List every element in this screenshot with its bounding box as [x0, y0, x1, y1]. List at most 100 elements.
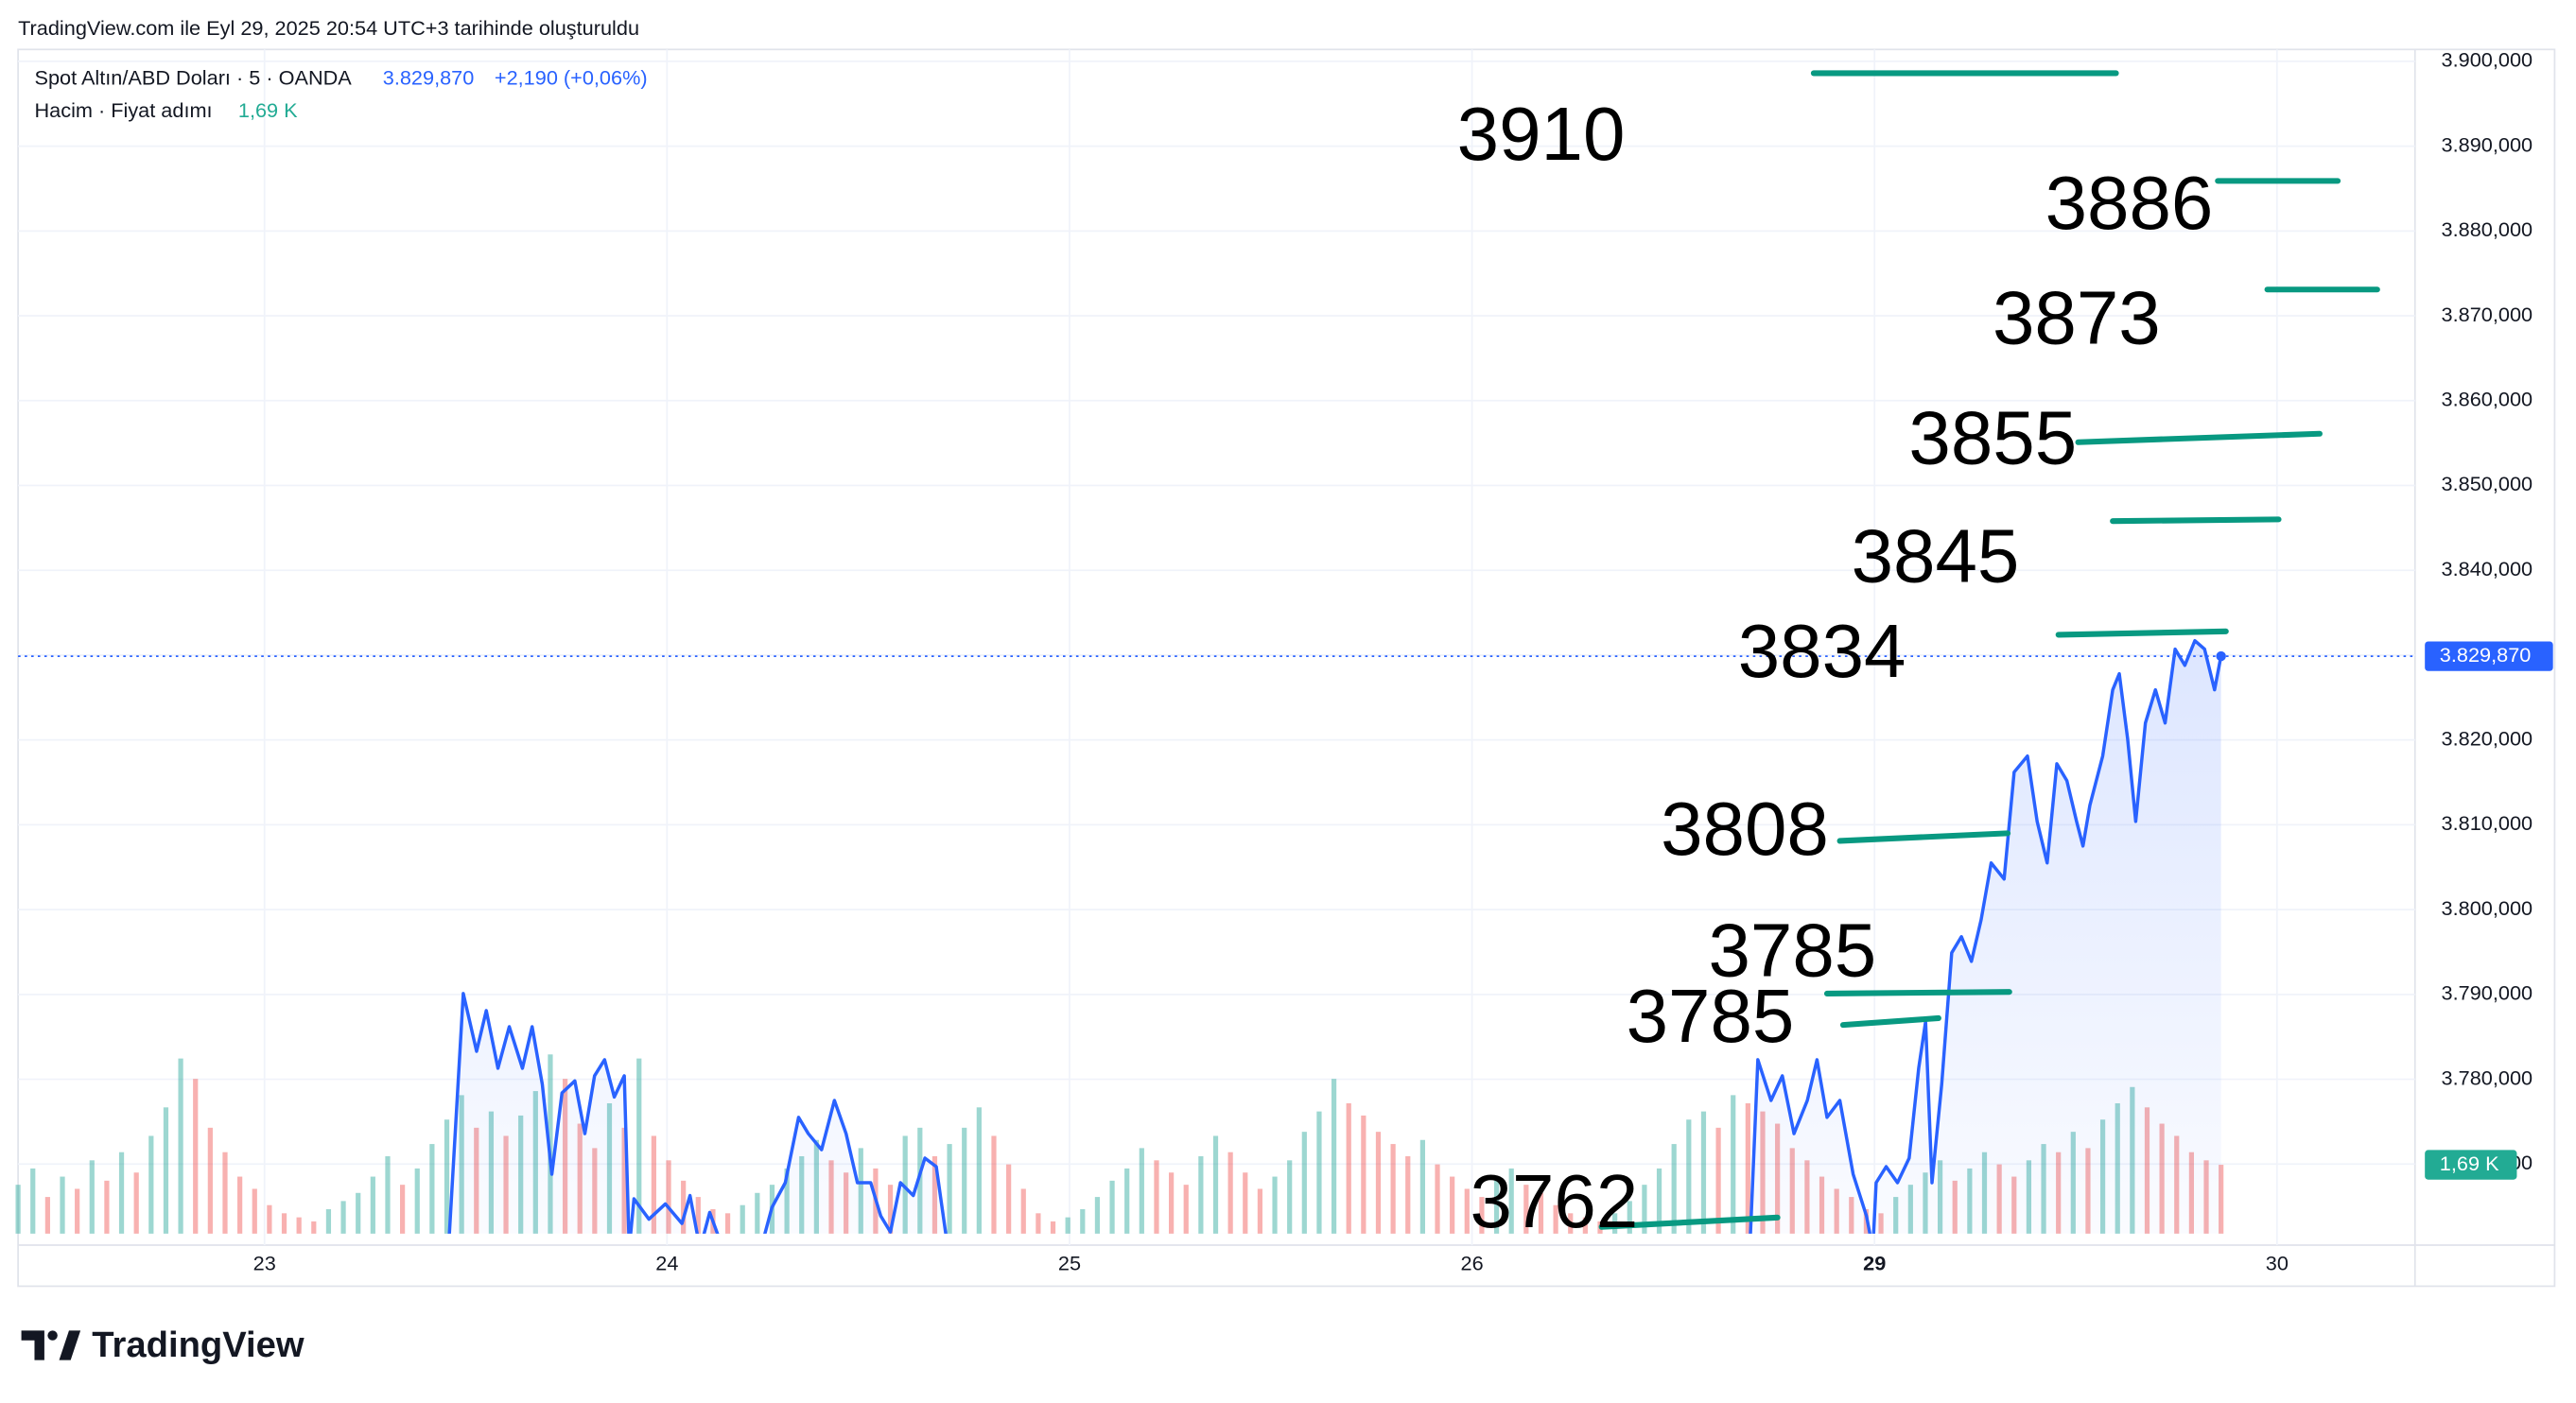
- annotation-line: [2055, 628, 2229, 638]
- volume-bar: [1243, 1172, 1248, 1234]
- logo-mark: [47, 1330, 58, 1341]
- volume-bar: [163, 1107, 169, 1234]
- y-tick-label: 3.860,000: [2442, 388, 2533, 411]
- volume-bar: [1538, 1192, 1544, 1234]
- y-tick-label: 3.870,000: [2442, 303, 2533, 326]
- x-tick-label: 23: [253, 1252, 276, 1275]
- volume-bar: [356, 1192, 361, 1234]
- volume-bar: [1154, 1160, 1159, 1234]
- volume-bar: [1168, 1172, 1175, 1234]
- volume-bar: [15, 1185, 21, 1234]
- volume-bar: [1139, 1148, 1144, 1234]
- annotation-label: 3845: [1852, 513, 2020, 598]
- volume-bar: [651, 1135, 657, 1234]
- volume-bar: [400, 1185, 406, 1234]
- volume-bar: [133, 1172, 139, 1234]
- volume-bar: [1493, 1180, 1500, 1234]
- legend-price: 3.829,870: [383, 65, 475, 89]
- legend: Spot Altın/ABD Doları · 5 · OANDA 3.829,…: [34, 65, 647, 122]
- annotation-label: 3910: [1457, 92, 1626, 176]
- volume-bar: [1715, 1127, 1721, 1234]
- volume-bar: [89, 1160, 95, 1234]
- y-tick-label: 3.820,000: [2442, 726, 2533, 750]
- legend-title: Spot Altın/ABD Doları · 5 · OANDA: [34, 65, 352, 89]
- annotation-label: 3785: [1627, 974, 1795, 1058]
- volume-bar: [1745, 1102, 1750, 1234]
- volume-bar: [1553, 1204, 1558, 1234]
- volume-bar: [962, 1127, 967, 1234]
- volume-bar: [1375, 1132, 1382, 1234]
- y-tick-label: 3.800,000: [2442, 896, 2533, 920]
- volume-bar: [1287, 1160, 1293, 1234]
- annotation-label: 3808: [1661, 787, 1829, 871]
- logo-mark: [21, 1330, 44, 1360]
- volume-bar: [724, 1213, 731, 1234]
- volume-bar: [1124, 1168, 1130, 1234]
- volume-bar: [252, 1188, 257, 1234]
- last-point: [2216, 650, 2226, 662]
- brand-logo: TradingView: [21, 1325, 305, 1365]
- volume-bar: [887, 1185, 894, 1234]
- volume-label: 1,69 K: [2440, 1152, 2499, 1175]
- x-tick-label: 25: [1058, 1252, 1081, 1275]
- volume-bar: [60, 1176, 65, 1234]
- volume-bar: [1419, 1139, 1425, 1234]
- volume-bar: [947, 1144, 952, 1234]
- volume-bar: [1109, 1180, 1115, 1234]
- legend-change: +2,190 (+0,06%): [495, 65, 648, 89]
- volume-bar: [1094, 1197, 1101, 1234]
- volume-bar: [1198, 1156, 1204, 1234]
- volume-bar: [1671, 1144, 1677, 1234]
- volume-bar: [30, 1168, 36, 1234]
- volume-bar: [548, 1054, 553, 1234]
- volume-bar: [104, 1180, 110, 1234]
- x-tick-label: 29: [1863, 1252, 1886, 1275]
- y-tick-label: 3.780,000: [2442, 1065, 2533, 1089]
- volume-bar: [370, 1176, 375, 1234]
- volume-bar: [429, 1144, 435, 1234]
- volume-badge: [2425, 1150, 2517, 1180]
- volume-bar: [311, 1221, 317, 1234]
- volume-bar: [1642, 1185, 1647, 1234]
- volume-bar: [1050, 1221, 1056, 1234]
- volume-bar: [1272, 1176, 1278, 1234]
- volume-bar: [1301, 1132, 1307, 1234]
- x-tick-label: 30: [2266, 1252, 2289, 1275]
- volume-bar: [1568, 1213, 1574, 1234]
- volume-bar: [636, 1058, 642, 1234]
- y-tick-label: 3.810,000: [2442, 811, 2533, 835]
- annotation-label: 3785: [1708, 908, 1876, 992]
- volume-bar: [1183, 1185, 1189, 1234]
- volume-bar: [1080, 1209, 1086, 1234]
- y-tick-label: 3.850,000: [2442, 472, 2533, 495]
- price: [447, 638, 2226, 1234]
- volume-bar: [755, 1192, 760, 1234]
- volume-bar: [1390, 1144, 1396, 1234]
- volume-bar: [1405, 1156, 1411, 1234]
- volume-bar: [1331, 1079, 1337, 1234]
- annotation-label: 3886: [2045, 161, 2214, 245]
- x-tick-label: 26: [1461, 1252, 1484, 1275]
- volume-bar: [340, 1201, 346, 1234]
- volume-bar: [902, 1135, 908, 1234]
- volume-bar: [44, 1197, 50, 1234]
- brand: TradingView: [92, 1325, 305, 1365]
- volume-bar: [1435, 1164, 1440, 1234]
- volume-bar: [1508, 1168, 1514, 1234]
- volume-bar: [1700, 1111, 1707, 1234]
- last-price-label: 3.829,870: [2440, 643, 2532, 667]
- volume-bar: [695, 1197, 701, 1234]
- volume-bar: [1036, 1213, 1041, 1234]
- volume-bar: [325, 1209, 332, 1234]
- volume-bar: [414, 1168, 420, 1234]
- volume-bar: [444, 1119, 450, 1234]
- volume-bar: [976, 1107, 982, 1234]
- volume-bar: [2219, 1165, 2224, 1234]
- annotation-label: 3834: [1738, 609, 1906, 693]
- volume-bar: [1020, 1188, 1026, 1234]
- volume-bar: [1656, 1168, 1662, 1234]
- labels: 3.770,0003.780,0003.790,0003.800,0003.81…: [253, 48, 2553, 1275]
- created-note: TradingView.com ile Eyl 29, 2025 20:54 U…: [18, 16, 639, 40]
- x-tick-label: 24: [655, 1252, 678, 1275]
